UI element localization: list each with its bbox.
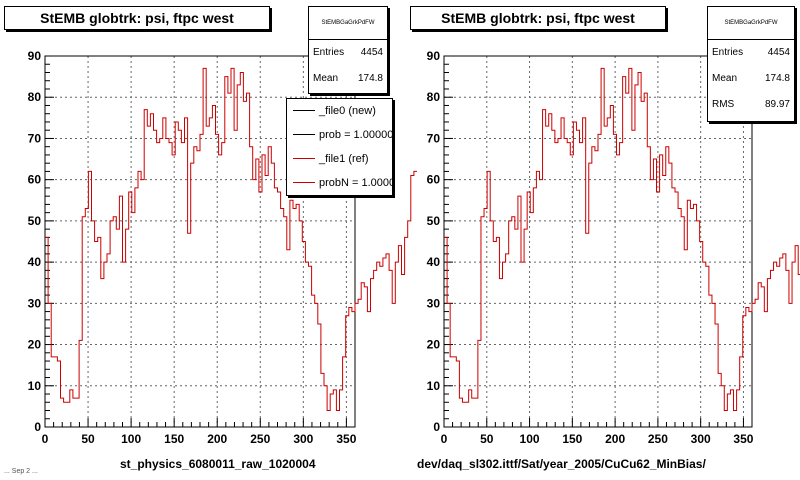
legend-label-file0: _file0 (new)	[319, 105, 376, 117]
legend-label-file1: _file1 (ref)	[319, 153, 369, 165]
right-ytick-label-0: 0	[433, 420, 440, 434]
left-ytick-label-0: 0	[34, 420, 41, 434]
right-xtick-label-50: 50	[480, 432, 494, 446]
left-ytick-label-50: 50	[28, 214, 42, 228]
left-xtick-label-300: 300	[293, 432, 313, 446]
left-ytick-label-40: 40	[28, 255, 42, 269]
right-series-0-histogram	[444, 67, 800, 412]
left-xlabel: st_physics_6080011_raw_1020004	[120, 457, 316, 471]
left-ytick-label-60: 60	[28, 173, 42, 187]
right-xtick-label-0: 0	[441, 432, 448, 446]
left-xtick-label-350: 350	[336, 432, 356, 446]
right-xtick-label-350: 350	[733, 432, 753, 446]
right-xlabel: dev/daq_sl302.ittf/Sat/year_2005/CuCu62_…	[417, 457, 706, 471]
left-ytick-label-80: 80	[28, 90, 42, 104]
right-ytick-label-70: 70	[427, 131, 441, 145]
left-xtick-label-50: 50	[81, 432, 95, 446]
left-stats-box: StEMBGaGrkPdFW Entries 4454 Mean 174.8	[308, 6, 388, 94]
right-stats-rms-value: 89.97	[764, 99, 790, 110]
footer-text: ... Sep 2 ...	[4, 468, 38, 475]
legend-entry-file1: _file1 (ref)	[287, 147, 392, 171]
legend-line-prob	[293, 134, 315, 135]
left-ytick-label-70: 70	[28, 131, 42, 145]
legend-line-probn	[293, 182, 315, 183]
left-stats-mean-row: Mean 174.8	[309, 66, 387, 92]
left-ytick-label-10: 10	[28, 379, 42, 393]
left-stats-mean-label: Mean	[313, 73, 339, 84]
right-stats-entries-label: Entries	[712, 47, 744, 58]
right-stats-mean-row: Mean 174.8	[708, 66, 794, 92]
left-xtick-label-250: 250	[250, 432, 270, 446]
left-xtick-label-200: 200	[207, 432, 227, 446]
left-ytick-label-30: 30	[28, 296, 42, 310]
left-stats-entries-row: Entries 4454	[309, 40, 387, 66]
right-ytick-label-80: 80	[427, 90, 441, 104]
left-ytick-label-90: 90	[28, 49, 42, 63]
right-frame	[443, 55, 753, 428]
right-ytick-label-60: 60	[427, 173, 441, 187]
legend-entry-prob: prob = 1.000000	[287, 123, 392, 147]
right-ytick-label-20: 20	[427, 338, 441, 352]
right-stats-rms-row: RMS 89.97	[708, 92, 794, 118]
right-stats-rms-label: RMS	[712, 99, 735, 110]
left-legend: _file0 (new) prob = 1.000000 _file1 (ref…	[286, 98, 393, 196]
left-xtick-label-100: 100	[121, 432, 141, 446]
legend-label-prob: prob = 1.000000	[319, 129, 393, 141]
right-ytick-label-50: 50	[427, 214, 441, 228]
right-ytick-label-40: 40	[427, 255, 441, 269]
right-xtick-label-100: 100	[520, 432, 540, 446]
left-stats-header: StEMBGaGrkPdFW	[309, 7, 387, 40]
legend-entry-file0: _file0 (new)	[287, 99, 392, 123]
left-stats-entries-value: 4454	[360, 47, 383, 58]
legend-line-file1	[293, 158, 315, 159]
left-ytick-label-20: 20	[28, 338, 42, 352]
right-stats-entries-row: Entries 4454	[708, 40, 794, 66]
legend-label-probn: probN = 1.000000	[319, 177, 392, 189]
right-ytick-label-10: 10	[427, 379, 441, 393]
left-stats-entries-label: Entries	[313, 47, 345, 58]
right-xtick-label-200: 200	[605, 432, 625, 446]
left-series-0-histogram	[45, 67, 417, 412]
left-xtick-label-150: 150	[164, 432, 184, 446]
right-title: StEMB globtrk: psi, ftpc west	[410, 6, 666, 30]
right-stats-entries-value: 4454	[767, 47, 790, 58]
right-xtick-label-250: 250	[648, 432, 668, 446]
right-ytick-label-30: 30	[427, 296, 441, 310]
right-stats-mean-label: Mean	[712, 73, 738, 84]
right-stats-box: StEMBGaGrkPdFW Entries 4454 Mean 174.8 R…	[707, 6, 795, 122]
right-xtick-label-150: 150	[562, 432, 582, 446]
left-stats-mean-value: 174.8	[357, 73, 383, 84]
left-title: StEMB globtrk: psi, ftpc west	[4, 6, 270, 30]
right-stats-mean-value: 174.8	[764, 73, 790, 84]
legend-line-file0	[293, 110, 315, 111]
right-ytick-label-90: 90	[427, 49, 441, 63]
left-xtick-label-0: 0	[42, 432, 49, 446]
right-xtick-label-300: 300	[691, 432, 711, 446]
legend-entry-probn: probN = 1.000000	[287, 171, 392, 195]
right-stats-header: StEMBGaGrkPdFW	[708, 7, 794, 40]
